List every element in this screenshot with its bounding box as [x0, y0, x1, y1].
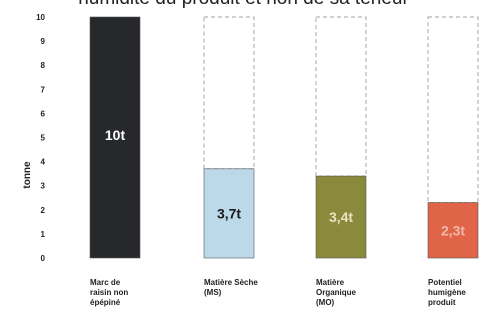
y-tick-label: 1: [41, 230, 46, 239]
bar: [89, 16, 141, 259]
bar: [203, 168, 255, 259]
y-tick-label: 10: [36, 13, 45, 22]
bar-value-label: 3,4t: [329, 209, 353, 225]
category-label: Matière Sèche (MS): [204, 278, 258, 297]
category-label: Potentiel humigène produit: [428, 278, 466, 307]
y-tick-label: 4: [41, 158, 46, 167]
category-label: Marc de raisin non épépiné: [90, 278, 128, 307]
y-tick-label: 6: [41, 109, 46, 118]
reference-outline: [315, 16, 367, 177]
category-label: Matière Organique (MO): [316, 278, 357, 307]
y-tick-label: 8: [41, 61, 46, 70]
bar-value-label: 3,7t: [217, 205, 241, 221]
top-caption: humidité du produit et non de sa teneur: [0, 0, 487, 10]
y-tick-label: 0: [41, 254, 46, 263]
y-tick-label: 5: [41, 134, 46, 143]
y-tick-label: 7: [41, 85, 46, 94]
y-tick-label: 2: [41, 206, 46, 215]
bar: [315, 175, 367, 259]
y-axis-title: tonne: [22, 161, 33, 189]
bar-value-label: 2,3t: [441, 222, 465, 238]
y-tick-label: 9: [41, 37, 46, 46]
y-tick-label: 3: [41, 182, 46, 191]
bar: [427, 202, 479, 259]
reference-outline: [203, 16, 255, 170]
reference-outline: [427, 16, 479, 204]
bar-value-label: 10t: [105, 127, 126, 143]
